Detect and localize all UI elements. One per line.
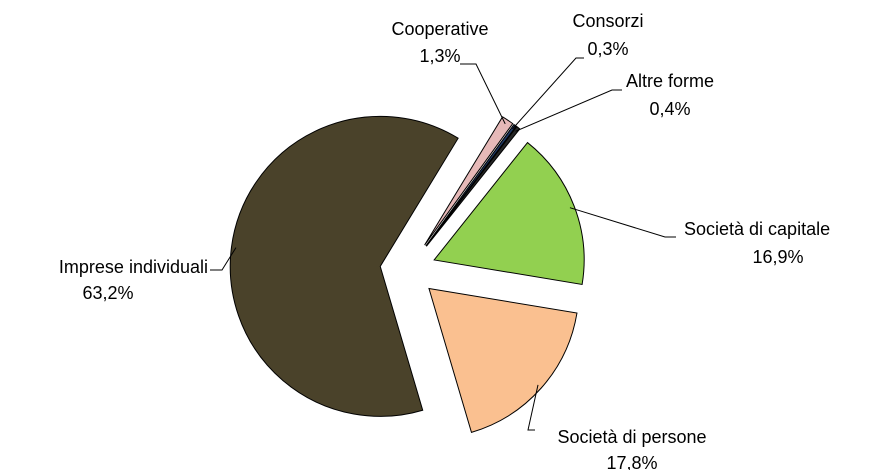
leader-line bbox=[527, 384, 539, 431]
pie-slice bbox=[428, 287, 578, 434]
leader-line bbox=[569, 207, 676, 238]
leader-line bbox=[210, 247, 237, 271]
category-label: Cooperative bbox=[391, 19, 488, 39]
pie-slice bbox=[433, 141, 585, 286]
value-label: 16,9% bbox=[752, 247, 803, 267]
pie-slice bbox=[424, 116, 514, 246]
category-label: Altre forme bbox=[626, 71, 714, 91]
category-label: Società di capitale bbox=[684, 219, 830, 239]
value-label: 17,8% bbox=[606, 453, 657, 470]
value-label: 63,2% bbox=[82, 283, 133, 303]
value-label: 1,3% bbox=[419, 46, 460, 66]
pie-slice bbox=[229, 115, 459, 417]
value-label: 0,4% bbox=[649, 99, 690, 119]
category-label: Consorzi bbox=[572, 11, 643, 31]
leader-line bbox=[512, 57, 584, 130]
value-label: 0,3% bbox=[587, 39, 628, 59]
category-label: Società di persone bbox=[557, 427, 706, 447]
leader-line bbox=[460, 63, 506, 125]
category-label: Imprese individuali bbox=[59, 257, 208, 277]
pie-slice bbox=[425, 125, 521, 247]
leader-line bbox=[515, 89, 622, 132]
